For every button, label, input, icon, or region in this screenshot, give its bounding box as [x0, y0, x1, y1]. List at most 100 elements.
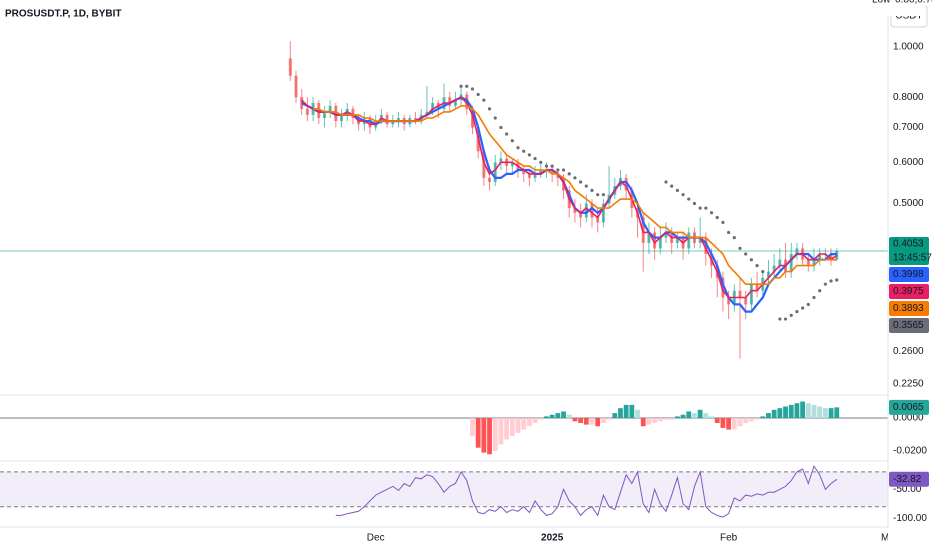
histogram-bar [544, 416, 549, 419]
candle-body [687, 232, 691, 249]
x-tick-label: Dec [367, 533, 385, 544]
candle-body [482, 151, 486, 178]
y-tick-label: 0.5000 [893, 198, 924, 209]
price-axis: USDT 0.2250 0.2600 0.5000 0.6000 0.7000 0.8000… [866, 0, 932, 550]
psar-dot [749, 258, 753, 262]
psar-dot [829, 279, 833, 283]
histogram-bar [737, 418, 743, 427]
psar-dot [664, 180, 668, 184]
psar-dot [732, 236, 736, 240]
candle-body [556, 173, 560, 178]
histogram-bar [743, 418, 749, 423]
psar-dot [556, 168, 560, 172]
histogram-bar [595, 418, 601, 427]
psar-dot [823, 282, 827, 286]
price-badge [889, 237, 929, 266]
candle-body [795, 248, 799, 254]
candle-body [579, 212, 583, 218]
histogram-bar [805, 403, 811, 419]
candle-body [493, 162, 497, 182]
histogram-bar [777, 408, 783, 419]
macd-badge [889, 399, 929, 415]
histogram-bar [492, 418, 498, 451]
candle-body [806, 259, 810, 266]
histogram-bar [475, 418, 481, 448]
candle-body [385, 114, 389, 125]
indicator-badge-text: 0.3565 [893, 320, 924, 331]
histogram-bar [766, 413, 771, 419]
histogram-bar [686, 411, 692, 419]
histogram-bar [709, 416, 714, 419]
histogram-bar [578, 418, 584, 423]
psar-dot [579, 180, 583, 184]
histogram-bar [674, 416, 680, 419]
indicator-badge [889, 284, 929, 300]
histogram-bar [623, 404, 629, 419]
candle-body [391, 121, 395, 125]
y-tick-label: 1.0000 [893, 41, 924, 52]
y-tick-label: -0.0200 [893, 446, 927, 457]
psar-dot [783, 317, 788, 321]
candle-body [749, 284, 753, 305]
candle-body [584, 203, 588, 218]
psar-dot [590, 188, 594, 192]
y-tick-label: 0.0000 [893, 413, 924, 424]
indicator-badge [889, 301, 929, 317]
histogram-bar [800, 401, 806, 419]
psar-dot [510, 139, 514, 143]
candle-body [675, 237, 679, 243]
y-tick-label: 0.6000 [893, 157, 924, 168]
histogram-bar [470, 418, 475, 437]
candle-body [738, 290, 742, 298]
candle-body [698, 237, 702, 243]
indicator-badge-text: 0.3975 [893, 286, 924, 297]
candle-body [368, 117, 372, 128]
low-label: Low [872, 0, 891, 6]
psar-dot [761, 270, 765, 274]
candle-body [425, 111, 429, 115]
psar-dot [550, 164, 554, 168]
psar-dot [789, 313, 793, 317]
candle-body [647, 232, 651, 243]
histogram-bar [635, 409, 640, 419]
psar-dot [567, 172, 571, 176]
band-fill [0, 471, 888, 507]
histogram-bar [788, 404, 794, 419]
histogram-bar [657, 418, 663, 422]
candle-body [499, 158, 503, 163]
psar-dot [818, 289, 822, 293]
histogram-bar [515, 418, 521, 433]
psar-dot [778, 317, 782, 321]
psar-dot [744, 252, 748, 256]
candle-body [590, 203, 594, 218]
histogram-bar [532, 418, 538, 423]
psar-dot [465, 84, 469, 88]
histogram-bar [504, 418, 510, 440]
macd-badge-text: 0.0065 [893, 402, 924, 413]
psar-dot [482, 98, 486, 102]
histogram-bar [697, 409, 703, 419]
histogram-bar [538, 418, 544, 420]
candle-body [664, 232, 668, 238]
histogram-bar [521, 418, 527, 430]
candle-body [340, 114, 344, 122]
psar-dot [516, 146, 520, 150]
psar-dot [561, 168, 566, 172]
psar-dot [505, 132, 509, 136]
psar-dot [596, 193, 600, 197]
candle-body [305, 108, 309, 115]
candle-body [322, 111, 326, 118]
psar-dot [755, 263, 759, 268]
histogram-bar [663, 418, 669, 420]
psar-dot [692, 201, 697, 206]
candle-body [772, 265, 776, 272]
psar-dot [704, 206, 708, 210]
y-tick-label: -50.00 [893, 484, 922, 495]
candle-body [596, 217, 600, 223]
psar-dot [727, 230, 731, 235]
candle-body [812, 259, 816, 266]
candle-body [789, 253, 793, 272]
histogram-bar [618, 408, 623, 419]
